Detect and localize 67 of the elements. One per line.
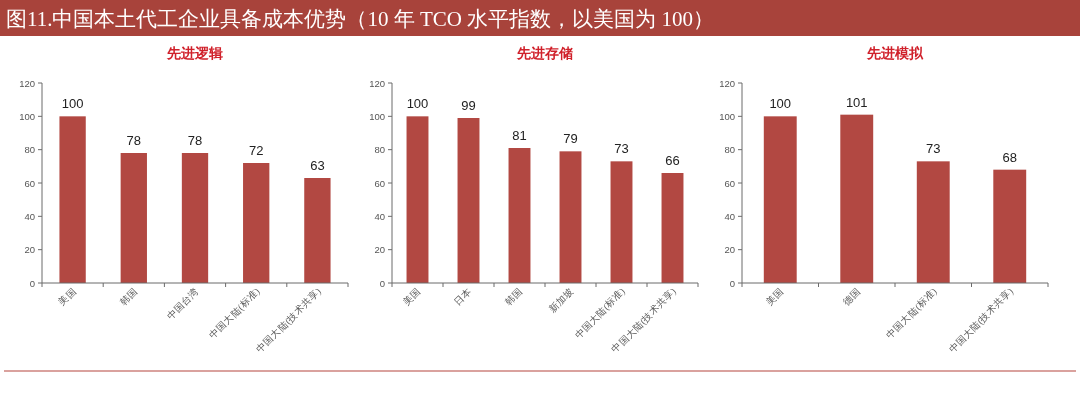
y-tick-label: 100 bbox=[719, 110, 735, 122]
data-label: 99 bbox=[461, 98, 476, 113]
text: 图11.中国本土代工企业具备成本优势（10 年 TCO 水平指数，以美国为 100） bbox=[6, 7, 714, 31]
data-label: 72 bbox=[248, 143, 264, 158]
bar bbox=[59, 116, 86, 283]
x-tick-label: 新加坡 bbox=[546, 285, 576, 315]
y-tick-label: 40 bbox=[374, 210, 385, 222]
bar bbox=[661, 173, 684, 283]
data-label: 100 bbox=[769, 96, 792, 112]
bar bbox=[508, 148, 531, 283]
data-label: 66 bbox=[665, 153, 680, 168]
y-tick-label: 80 bbox=[24, 144, 35, 156]
y-tick-label: 20 bbox=[724, 244, 735, 256]
y-tick-label: 100 bbox=[19, 110, 35, 122]
bar bbox=[181, 153, 209, 283]
data-label: 100 bbox=[61, 96, 84, 112]
bar bbox=[559, 151, 582, 283]
data-label: 73 bbox=[926, 141, 941, 157]
x-tick-label: 德国 bbox=[840, 286, 863, 308]
y-tick-label: 40 bbox=[724, 210, 735, 222]
bar bbox=[763, 116, 797, 283]
y-tick-label: 20 bbox=[24, 244, 35, 256]
chart-title: 先进逻辑 bbox=[166, 46, 223, 61]
data-label: 79 bbox=[563, 131, 578, 147]
y-tick-label: 40 bbox=[24, 210, 35, 222]
y-tick-label: 20 bbox=[374, 244, 385, 256]
x-tick-label: 韩国 bbox=[502, 285, 525, 308]
y-tick-label: 0 bbox=[29, 277, 35, 289]
x-tick-label: 韩国 bbox=[117, 285, 140, 308]
y-tick-label: 0 bbox=[379, 277, 385, 289]
data-label: 81 bbox=[512, 128, 527, 143]
x-tick-label: 中国台湾 bbox=[164, 285, 201, 322]
x-tick-label: 美国 bbox=[763, 285, 786, 308]
y-tick-label: 120 bbox=[369, 77, 385, 89]
y-tick-label: 60 bbox=[374, 177, 385, 189]
data-label: 73 bbox=[614, 141, 629, 157]
data-label: 63 bbox=[310, 158, 325, 173]
x-tick-label: 美国 bbox=[56, 285, 79, 308]
x-tick-label: 日本 bbox=[451, 285, 474, 308]
y-tick-label: 120 bbox=[19, 77, 35, 89]
y-tick-label: 100 bbox=[369, 110, 385, 122]
x-tick-label: 美国 bbox=[400, 285, 423, 308]
y-tick-label: 60 bbox=[24, 177, 35, 189]
chart-title: 先进模拟 bbox=[866, 45, 924, 61]
bar bbox=[457, 118, 480, 283]
data-label: 78 bbox=[187, 133, 203, 148]
data-label: 78 bbox=[126, 133, 142, 148]
bar bbox=[840, 114, 874, 283]
bar bbox=[243, 163, 270, 283]
bar bbox=[406, 116, 429, 283]
bar bbox=[916, 161, 950, 283]
y-tick-label: 80 bbox=[374, 144, 385, 156]
bar bbox=[610, 161, 633, 283]
y-tick-label: 0 bbox=[729, 277, 735, 289]
bar bbox=[120, 153, 147, 283]
y-tick-label: 80 bbox=[724, 144, 735, 156]
x-tick-label: 中国大陆(标准) bbox=[883, 285, 940, 342]
bar bbox=[993, 169, 1027, 283]
x-tick-label: 中国大陆(技术共享) bbox=[946, 285, 1016, 356]
y-tick-label: 120 bbox=[719, 77, 735, 89]
chart-title: 先进存储 bbox=[516, 46, 573, 61]
data-label: 101 bbox=[845, 94, 868, 110]
data-label: 100 bbox=[406, 96, 429, 112]
y-tick-label: 60 bbox=[724, 177, 735, 189]
x-tick-label: 中国大陆(标准) bbox=[206, 285, 263, 342]
bar bbox=[304, 178, 331, 283]
data-label: 68 bbox=[1002, 149, 1017, 165]
